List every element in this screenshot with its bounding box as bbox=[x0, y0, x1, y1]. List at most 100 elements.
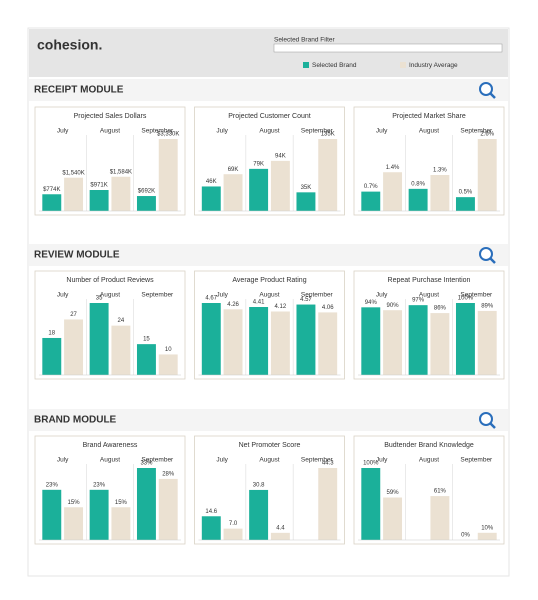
x-tick-label: August bbox=[419, 292, 439, 299]
bar bbox=[89, 489, 109, 540]
value-label: 4.57 bbox=[300, 297, 312, 303]
bar bbox=[477, 532, 497, 540]
module-title: BRAND MODULE bbox=[34, 415, 117, 426]
x-tick-label: September bbox=[141, 292, 174, 299]
bar bbox=[477, 310, 497, 375]
value-label: 100% bbox=[363, 461, 379, 467]
value-label: 4.26 bbox=[227, 302, 239, 308]
x-tick-label: August bbox=[419, 457, 439, 464]
value-label: 100% bbox=[458, 296, 474, 302]
bar bbox=[318, 312, 338, 375]
bar bbox=[361, 307, 381, 375]
value-label: 4.06 bbox=[322, 305, 334, 311]
value-label: 23% bbox=[93, 482, 106, 488]
filter-dropdown[interactable] bbox=[273, 43, 503, 53]
value-label: 1.4% bbox=[386, 165, 400, 171]
value-label: 18 bbox=[48, 331, 55, 337]
module-band bbox=[29, 244, 508, 266]
value-label: 1.3% bbox=[433, 168, 447, 174]
search-icon[interactable] bbox=[479, 247, 493, 261]
bar bbox=[430, 175, 450, 211]
x-tick-label: July bbox=[376, 292, 388, 299]
bar bbox=[455, 197, 475, 211]
bar bbox=[361, 468, 381, 540]
chart-title: Repeat Purchase Intention bbox=[388, 277, 471, 284]
value-label: 44.3 bbox=[322, 461, 334, 467]
value-label: 4.67 bbox=[205, 296, 217, 302]
bar bbox=[455, 303, 475, 375]
value-label: 15 bbox=[143, 337, 150, 343]
bar bbox=[64, 319, 84, 375]
bar bbox=[249, 307, 269, 375]
x-tick-label: September bbox=[141, 457, 174, 464]
bar bbox=[430, 496, 450, 540]
legend-swatch bbox=[303, 62, 309, 68]
bar bbox=[477, 139, 497, 211]
value-label: 89% bbox=[481, 303, 494, 309]
value-label: 94% bbox=[365, 300, 378, 306]
value-label: 30.8 bbox=[253, 483, 265, 489]
chart-title: Number of Product Reviews bbox=[66, 277, 154, 284]
value-label: 59% bbox=[387, 490, 400, 496]
search-icon[interactable] bbox=[479, 82, 493, 96]
bar bbox=[408, 188, 428, 211]
search-icon-handle bbox=[489, 257, 496, 264]
x-tick-label: July bbox=[216, 128, 228, 135]
bar bbox=[361, 191, 381, 211]
bar bbox=[201, 186, 221, 211]
value-label: 33% bbox=[140, 461, 153, 467]
bar bbox=[249, 489, 269, 540]
module-band bbox=[29, 409, 508, 431]
bar bbox=[136, 344, 156, 375]
value-label: 35 bbox=[96, 296, 103, 302]
x-tick-label: July bbox=[57, 128, 69, 135]
chart-title: Projected Sales Dollars bbox=[74, 113, 147, 120]
x-tick-label: July bbox=[57, 292, 69, 299]
logo: cohesion. bbox=[37, 37, 102, 53]
x-tick-label: August bbox=[419, 128, 439, 135]
search-icon-handle bbox=[489, 92, 496, 99]
bar bbox=[136, 196, 156, 211]
x-tick-label: July bbox=[216, 292, 228, 299]
value-label: 0.7% bbox=[364, 184, 378, 190]
bar bbox=[42, 489, 62, 540]
chart-title: Average Product Rating bbox=[232, 277, 306, 284]
bar bbox=[223, 309, 243, 375]
value-label: 2.6% bbox=[480, 132, 494, 138]
legend-swatch bbox=[400, 62, 406, 68]
value-label: 86% bbox=[434, 306, 447, 312]
bar bbox=[111, 325, 131, 375]
value-label: 28% bbox=[162, 471, 175, 477]
bar bbox=[201, 516, 221, 540]
bar bbox=[136, 468, 156, 540]
value-label: 23% bbox=[46, 482, 59, 488]
value-label: $774K bbox=[43, 187, 60, 193]
bar bbox=[270, 311, 290, 375]
search-icon[interactable] bbox=[479, 412, 493, 426]
x-tick-label: September bbox=[301, 292, 334, 299]
bar bbox=[64, 177, 84, 211]
search-icon-handle bbox=[489, 422, 496, 429]
value-label: 4.41 bbox=[253, 300, 265, 306]
value-label: 61% bbox=[434, 489, 447, 495]
legend-label: Selected Brand bbox=[312, 62, 357, 69]
value-label: $1,540K bbox=[62, 170, 84, 176]
bar bbox=[158, 478, 178, 540]
value-label: 24 bbox=[118, 318, 125, 324]
x-tick-label: July bbox=[376, 457, 388, 464]
value-label: 10 bbox=[165, 347, 172, 353]
value-label: 94K bbox=[275, 153, 286, 159]
value-label: 0.8% bbox=[411, 181, 425, 187]
bar bbox=[318, 139, 338, 211]
bar bbox=[408, 305, 428, 375]
filter-label: Selected Brand Filter bbox=[274, 37, 336, 44]
value-label: 7.0 bbox=[229, 521, 238, 527]
value-label: 0% bbox=[461, 533, 470, 539]
x-tick-label: July bbox=[216, 457, 228, 464]
value-label: 46K bbox=[206, 179, 217, 185]
chart-title: Projected Customer Count bbox=[228, 113, 311, 120]
module-title: RECEIPT MODULE bbox=[34, 85, 124, 96]
bar bbox=[89, 303, 109, 375]
